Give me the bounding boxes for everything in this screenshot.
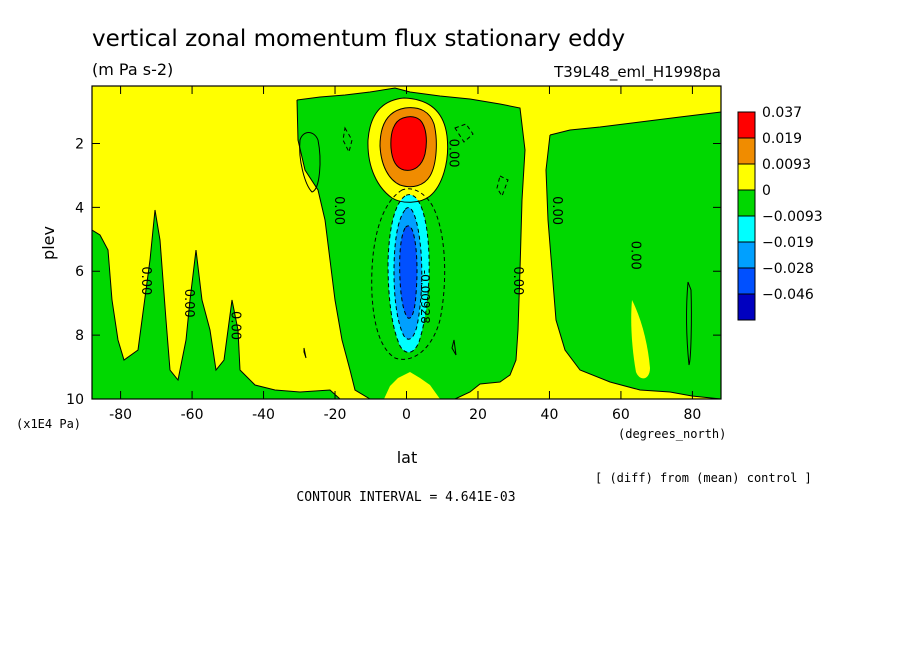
y-tick-label: 4 [75, 200, 84, 216]
x-tick-label: 40 [541, 407, 559, 423]
yellow-pocket-1 [327, 312, 347, 381]
legend-swatch [737, 137, 756, 165]
contour-label: 0.00 [628, 241, 643, 270]
x-tick-label: 20 [469, 407, 487, 423]
green-region-south [92, 210, 340, 399]
x-tick-label: -40 [252, 407, 275, 423]
legend-label: 0.037 [762, 105, 802, 121]
y-tick-label: 10 [66, 392, 84, 408]
positive-max-red [390, 116, 427, 171]
plot-area: 0.00 0.00 0.00 0.00 0.00 -0.00928 0.00 0.00 0.00 [92, 86, 721, 399]
legend-swatch [737, 163, 756, 191]
x-tick-label: 0 [402, 407, 411, 423]
x-tick-label: -20 [324, 407, 347, 423]
legend-label: −0.028 [762, 261, 814, 277]
negative-contours [342, 123, 509, 360]
legend-label: 0 [762, 183, 771, 199]
contour-interval: CONTOUR INTERVAL = 4.641E-03 [296, 490, 515, 505]
contour-label: 0.00 [138, 266, 153, 295]
x-axis-units: (degrees_north) [618, 427, 726, 441]
legend-label: −0.0093 [762, 209, 823, 225]
run-label: T39L48_eml_H1998pa [553, 63, 721, 82]
y-tick-label: 2 [75, 136, 84, 152]
contour-label: -0.00928 [418, 270, 432, 324]
y-axis-units: (x1E4 Pa) [16, 417, 81, 431]
contour-label: 0.00 [181, 289, 196, 318]
legend-swatch [737, 267, 756, 295]
contour-label: 0.00 [510, 266, 525, 295]
legend-swatch [737, 215, 756, 243]
y-tick-label: 8 [75, 328, 84, 344]
contour-label: 0.00 [445, 139, 460, 168]
green-region-north [546, 112, 721, 399]
contour-label: 0.00 [331, 196, 346, 225]
color-legend: 0.037 0.019 0.0093 0 −0.0093 −0.019 −0.028 −0.0… [737, 105, 823, 321]
x-tick-label: -60 [181, 407, 204, 423]
legend-label: 0.019 [762, 131, 802, 147]
legend-label: −0.019 [762, 235, 814, 251]
comparison-note: [ (diff) from (mean) control ] [595, 471, 812, 485]
y-tick-label: 6 [75, 264, 84, 280]
legend-label: 0.0093 [762, 157, 811, 173]
chart-units: (m Pa s-2) [92, 60, 173, 79]
x-tick-label: 60 [612, 407, 630, 423]
legend-swatch [737, 111, 756, 139]
negative-min-blue [399, 225, 417, 319]
legend-swatch [737, 189, 756, 217]
legend-label: −0.046 [762, 287, 814, 303]
x-tick-label: -80 [109, 407, 132, 423]
y-axis-label: plev [39, 226, 58, 260]
contour-label: 0.00 [227, 311, 242, 340]
contour-label: 0.00 [549, 196, 564, 225]
contour-lines [92, 87, 721, 399]
yellow-pocket-2 [631, 300, 650, 379]
legend-swatch [737, 241, 756, 269]
x-tick-label: 80 [683, 407, 701, 423]
axes: -80 -60 -40 -20 0 20 40 60 80 2 4 6 8 10 [66, 86, 721, 423]
contour-labels: 0.00 0.00 0.00 0.00 0.00 -0.00928 0.00 0.00 0.00 [138, 139, 643, 340]
chart-title: vertical zonal momentum flux stationary … [92, 26, 625, 52]
legend-swatch [737, 293, 756, 321]
x-axis-label: lat [397, 448, 418, 467]
